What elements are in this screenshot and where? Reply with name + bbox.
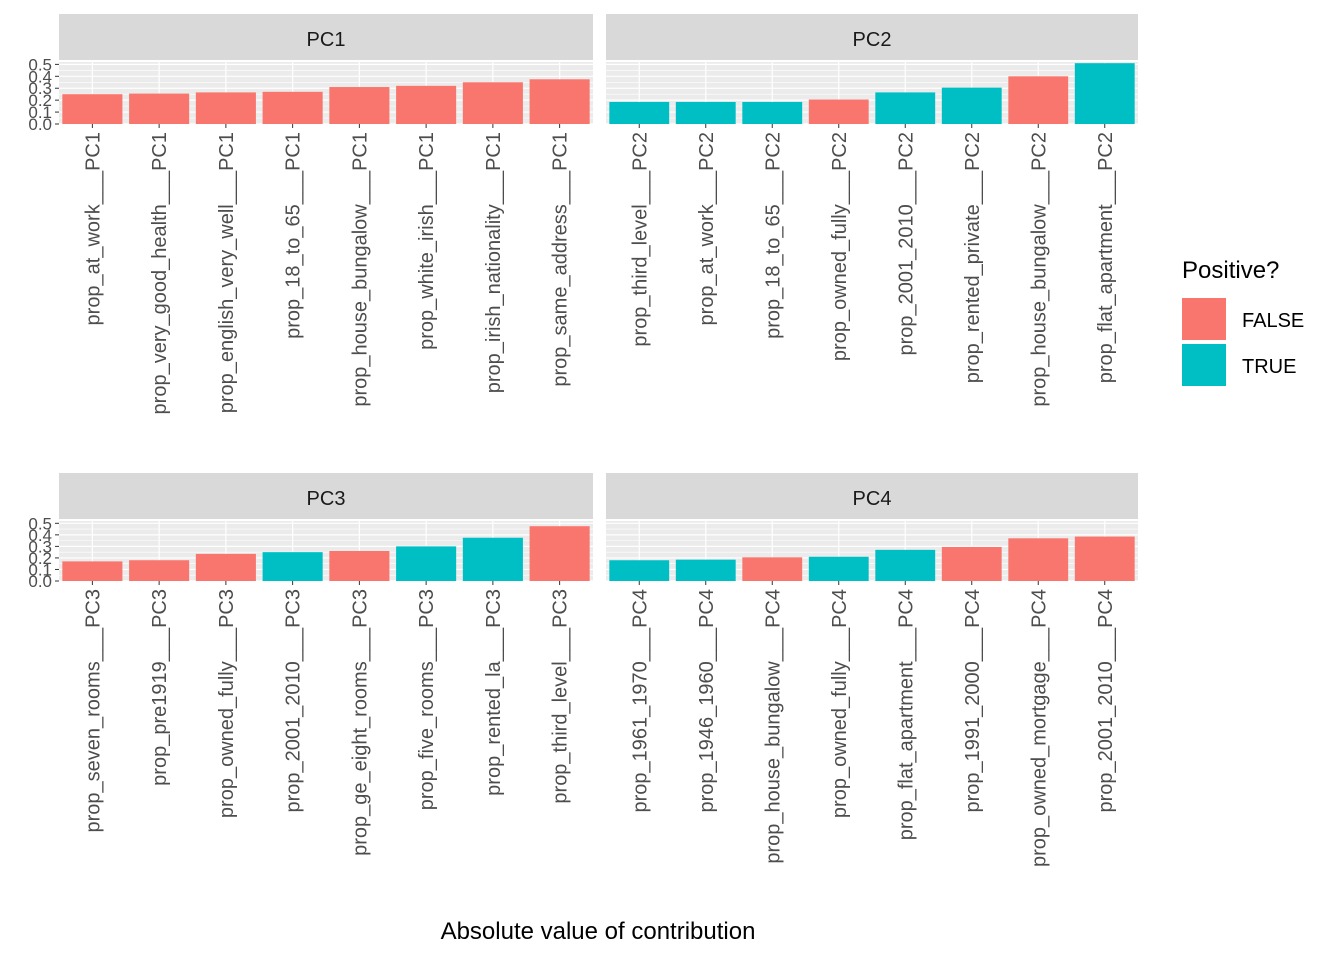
- y-tick-label: 0.5: [28, 55, 52, 74]
- x-tick-label: prop_2001_2010___PC2: [895, 132, 917, 356]
- bar: [609, 101, 670, 124]
- y-tick-label: 0.4: [28, 67, 52, 86]
- x-tick-label: prop_2001_2010___PC4: [1095, 589, 1117, 813]
- y-tick-label: 0.2: [28, 549, 52, 568]
- x-tick-label: prop_third_level___PC2: [629, 132, 651, 347]
- facet-strip-label: PC3: [307, 488, 346, 510]
- facet-strip: [59, 14, 593, 60]
- x-tick-label: prop_rented_private___PC2: [962, 132, 984, 383]
- x-tick-label: prop_english_very_well___PC1: [216, 132, 238, 413]
- legend-title: Positive?: [1182, 257, 1279, 284]
- bar: [262, 552, 323, 581]
- x-tick-label: prop_five_rooms___PC3: [416, 589, 438, 810]
- legend-key-true: [1182, 344, 1226, 386]
- x-tick-label: prop_owned_mortgage___PC4: [1028, 589, 1050, 867]
- y-tick-label: 0.0: [28, 572, 52, 591]
- x-tick-label: prop_18_to_65___PC2: [762, 132, 784, 339]
- y-tick-label: 0.1: [28, 103, 52, 122]
- x-tick-label: prop_1946_1960___PC4: [696, 589, 718, 813]
- y-tick-label: 0.5: [28, 514, 52, 533]
- bar: [941, 546, 1002, 581]
- bar: [529, 79, 590, 124]
- facet-strip-label: PC2: [853, 29, 892, 51]
- x-tick-label: prop_owned_fully___PC2: [829, 132, 851, 361]
- x-tick-label: prop_white_irish___PC1: [416, 132, 438, 350]
- bar: [941, 87, 1002, 124]
- bar: [129, 93, 190, 124]
- x-tick-label: prop_ge_eight_rooms___PC3: [349, 589, 371, 856]
- x-tick-label: prop_house_bungalow___PC4: [762, 589, 784, 864]
- bar: [129, 560, 190, 581]
- facet-strip: [606, 473, 1138, 519]
- x-tick-label: prop_irish_nationality___PC1: [483, 132, 505, 393]
- bar: [396, 85, 457, 124]
- facet-pc3: PC3 0.00.10.20.30.40.5 prop_seven_rooms___…: [28, 473, 593, 856]
- bar: [195, 92, 256, 124]
- y-tick-label: 0.1: [28, 560, 52, 579]
- facet-pc4: PC4 prop_1961_1970___PC4 prop_1946_1960___…: [606, 473, 1138, 867]
- facet-pc2: PC2 prop_third_level___PC2 prop_at_work___…: [606, 14, 1138, 407]
- bar: [808, 99, 869, 124]
- bar: [195, 553, 256, 581]
- bar: [329, 551, 390, 581]
- y-tick-label: 0.4: [28, 526, 52, 545]
- facet-strip-label: PC1: [307, 29, 346, 51]
- bar: [1074, 536, 1135, 581]
- x-tick-label: prop_1961_1970___PC4: [629, 589, 651, 813]
- x-tick-label: prop_1991_2000___PC4: [962, 589, 984, 813]
- x-tick-label: prop_same_address___PC1: [550, 132, 572, 387]
- x-tick-label: prop_flat_apartment___PC2: [1095, 132, 1117, 383]
- bar: [462, 82, 523, 124]
- bar: [329, 87, 390, 124]
- x-tick-label: prop_at_work___PC1: [82, 132, 104, 325]
- bar: [1008, 538, 1069, 581]
- y-tick-label: 0.0: [28, 115, 52, 134]
- bar: [808, 556, 869, 581]
- facet-strip: [59, 473, 593, 519]
- bar: [396, 546, 457, 581]
- bar: [675, 559, 736, 581]
- x-tick-label: prop_very_good_health___PC1: [149, 132, 171, 414]
- legend-label-true: TRUE: [1242, 356, 1296, 378]
- y-tick-label: 0.3: [28, 79, 52, 98]
- x-tick-label: prop_18_to_65___PC1: [283, 132, 305, 339]
- legend: Positive? FALSE TRUE: [1182, 257, 1304, 386]
- x-axis-title: Absolute value of contribution: [441, 918, 756, 945]
- x-tick-label: prop_at_work___PC2: [696, 132, 718, 325]
- bar: [529, 526, 590, 581]
- x-tick-label: prop_owned_fully___PC3: [216, 589, 238, 818]
- facet-pc1: PC1 0.00.10.20.30.40.5 prop_at_work___PC1 p…: [28, 14, 593, 414]
- x-tick-label: prop_flat_apartment___PC4: [895, 589, 917, 840]
- x-tick-label: prop_house_bungalow___PC1: [349, 132, 371, 407]
- y-tick-label: 0.3: [28, 537, 52, 556]
- bar: [742, 557, 803, 581]
- bar: [462, 537, 523, 581]
- bar: [62, 94, 123, 124]
- bar: [675, 101, 736, 124]
- bar: [742, 101, 803, 124]
- bar: [875, 92, 936, 124]
- legend-label-false: FALSE: [1242, 310, 1304, 332]
- x-tick-label: prop_seven_rooms___PC3: [82, 589, 104, 833]
- x-tick-label: prop_house_bungalow___PC2: [1028, 132, 1050, 407]
- bar: [1074, 63, 1135, 124]
- x-tick-label: prop_pre1919___PC3: [149, 589, 171, 786]
- facet-strip-label: PC4: [853, 488, 892, 510]
- bar: [262, 91, 323, 124]
- facet-strip: [606, 14, 1138, 60]
- bar: [875, 549, 936, 581]
- x-tick-label: prop_owned_fully___PC4: [829, 589, 851, 818]
- x-tick-label: prop_rented_la___PC3: [483, 589, 505, 796]
- bar: [62, 561, 123, 581]
- legend-key-false: [1182, 298, 1226, 340]
- x-tick-label: prop_third_level___PC3: [550, 589, 572, 804]
- bar: [1008, 76, 1069, 124]
- y-tick-label: 0.2: [28, 91, 52, 110]
- bar: [609, 560, 670, 581]
- x-tick-label: prop_2001_2010___PC3: [283, 589, 305, 813]
